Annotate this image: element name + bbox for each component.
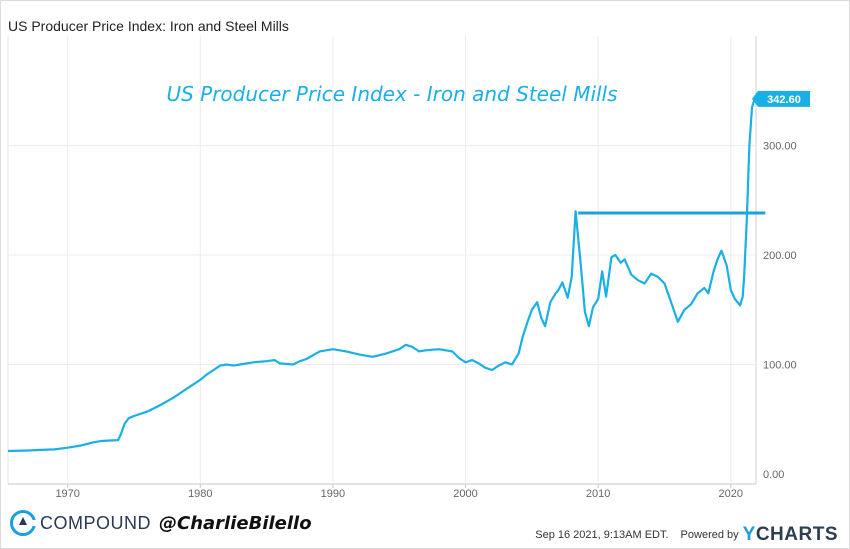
x-tick-label: 2000	[453, 488, 477, 500]
last-value-badge	[752, 90, 810, 107]
powered-by-label: Powered by	[680, 529, 739, 541]
axes-layer: 0.00 100.00 200.00 300.00 1970 1980 1990 2000 20…	[55, 90, 810, 500]
chart-title: US Producer Price Index - Iron and Steel…	[166, 82, 617, 106]
author-handle: @CharlieBilello	[159, 512, 312, 534]
x-tick-label: 1970	[55, 488, 79, 500]
page-title: US Producer Price Index: Iron and Steel …	[8, 18, 289, 34]
x-tick-label: 1990	[321, 488, 345, 500]
y-tick-label: 100.00	[763, 360, 797, 372]
last-value-label: 342.60	[767, 94, 801, 106]
y-tick-label: 300.00	[763, 141, 797, 153]
grid-lines	[7, 36, 757, 488]
timestamp: Sep 16 2021, 9:13AM EDT.	[535, 529, 669, 541]
series-line	[7, 98, 756, 453]
y-tick-label: 0.00	[763, 469, 784, 481]
footer-attribution: Sep 16 2021, 9:13AM EDT. Powered by YCHA…	[535, 524, 838, 546]
ycharts-logo: YCHARTS	[742, 524, 838, 545]
footer-brand: COMPOUND @CharlieBilello	[10, 510, 312, 536]
compound-logo-icon	[10, 510, 36, 536]
brand-name: COMPOUND	[40, 512, 151, 533]
x-tick-label: 1980	[188, 488, 212, 500]
x-tick-label: 2020	[719, 488, 743, 500]
y-tick-label: 200.00	[763, 250, 797, 262]
x-tick-label: 2010	[586, 488, 610, 500]
